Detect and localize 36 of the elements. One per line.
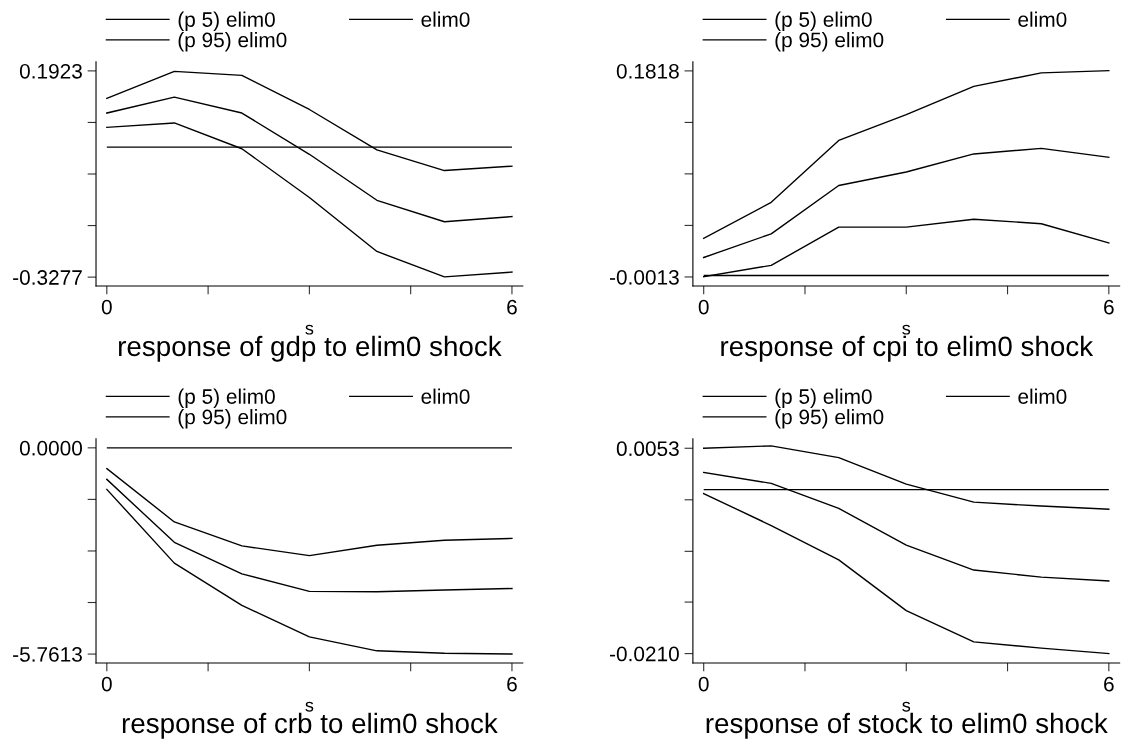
legend-label: (p 5) elim0 [178,11,275,31]
x-tick-label: 6 [1104,676,1114,692]
x-tick-label: 0 [101,299,112,315]
legend-label: (p 5) elim0 [775,388,872,409]
x-tick-label: 6 [507,299,517,315]
y-tick-label: -0.3277 [13,270,82,285]
x-axis-title: s [902,701,911,712]
legend-label: (p 95) elim0 [775,409,884,429]
x-tick-label: 0 [698,676,709,692]
x-tick-label: 0 [101,676,112,692]
y-tick-label: 0.1923 [19,63,82,79]
x-tick-label: 6 [507,676,517,692]
y-tick-label: 0.0053 [616,441,679,457]
x-tick-label: 6 [1104,299,1114,315]
text: response of crb to elim0 shock [122,712,498,739]
y-tick-label: -5.7613 [13,647,82,662]
legend-label: elim0 [1018,388,1067,404]
legend-label: (p 95) elim0 [178,32,287,52]
text: response of cpi to elim0 shock [721,335,1094,362]
legend-label: elim0 [421,11,470,27]
x-axis-title: s [305,324,314,335]
y-tick-label: -0.0210 [609,646,679,662]
x-axis-title: s [902,324,911,335]
y-tick-label: 0.1818 [616,63,679,79]
legend-label: elim0 [1018,11,1067,27]
text: response of gdp to elim0 shock [119,335,502,362]
text: response of stock to elim0 shock [706,712,1108,739]
y-tick-label: 0.0000 [19,440,83,456]
x-tick-label: 0 [698,299,709,315]
legend-label: elim0 [421,388,470,404]
legend-label: (p 5) elim0 [178,388,275,409]
x-axis-title: s [305,701,314,712]
legend-label: (p 95) elim0 [178,409,287,429]
y-tick-label: -0.0013 [609,269,679,285]
legend-label: (p 95) elim0 [775,32,884,52]
legend-label: (p 5) elim0 [775,11,872,31]
